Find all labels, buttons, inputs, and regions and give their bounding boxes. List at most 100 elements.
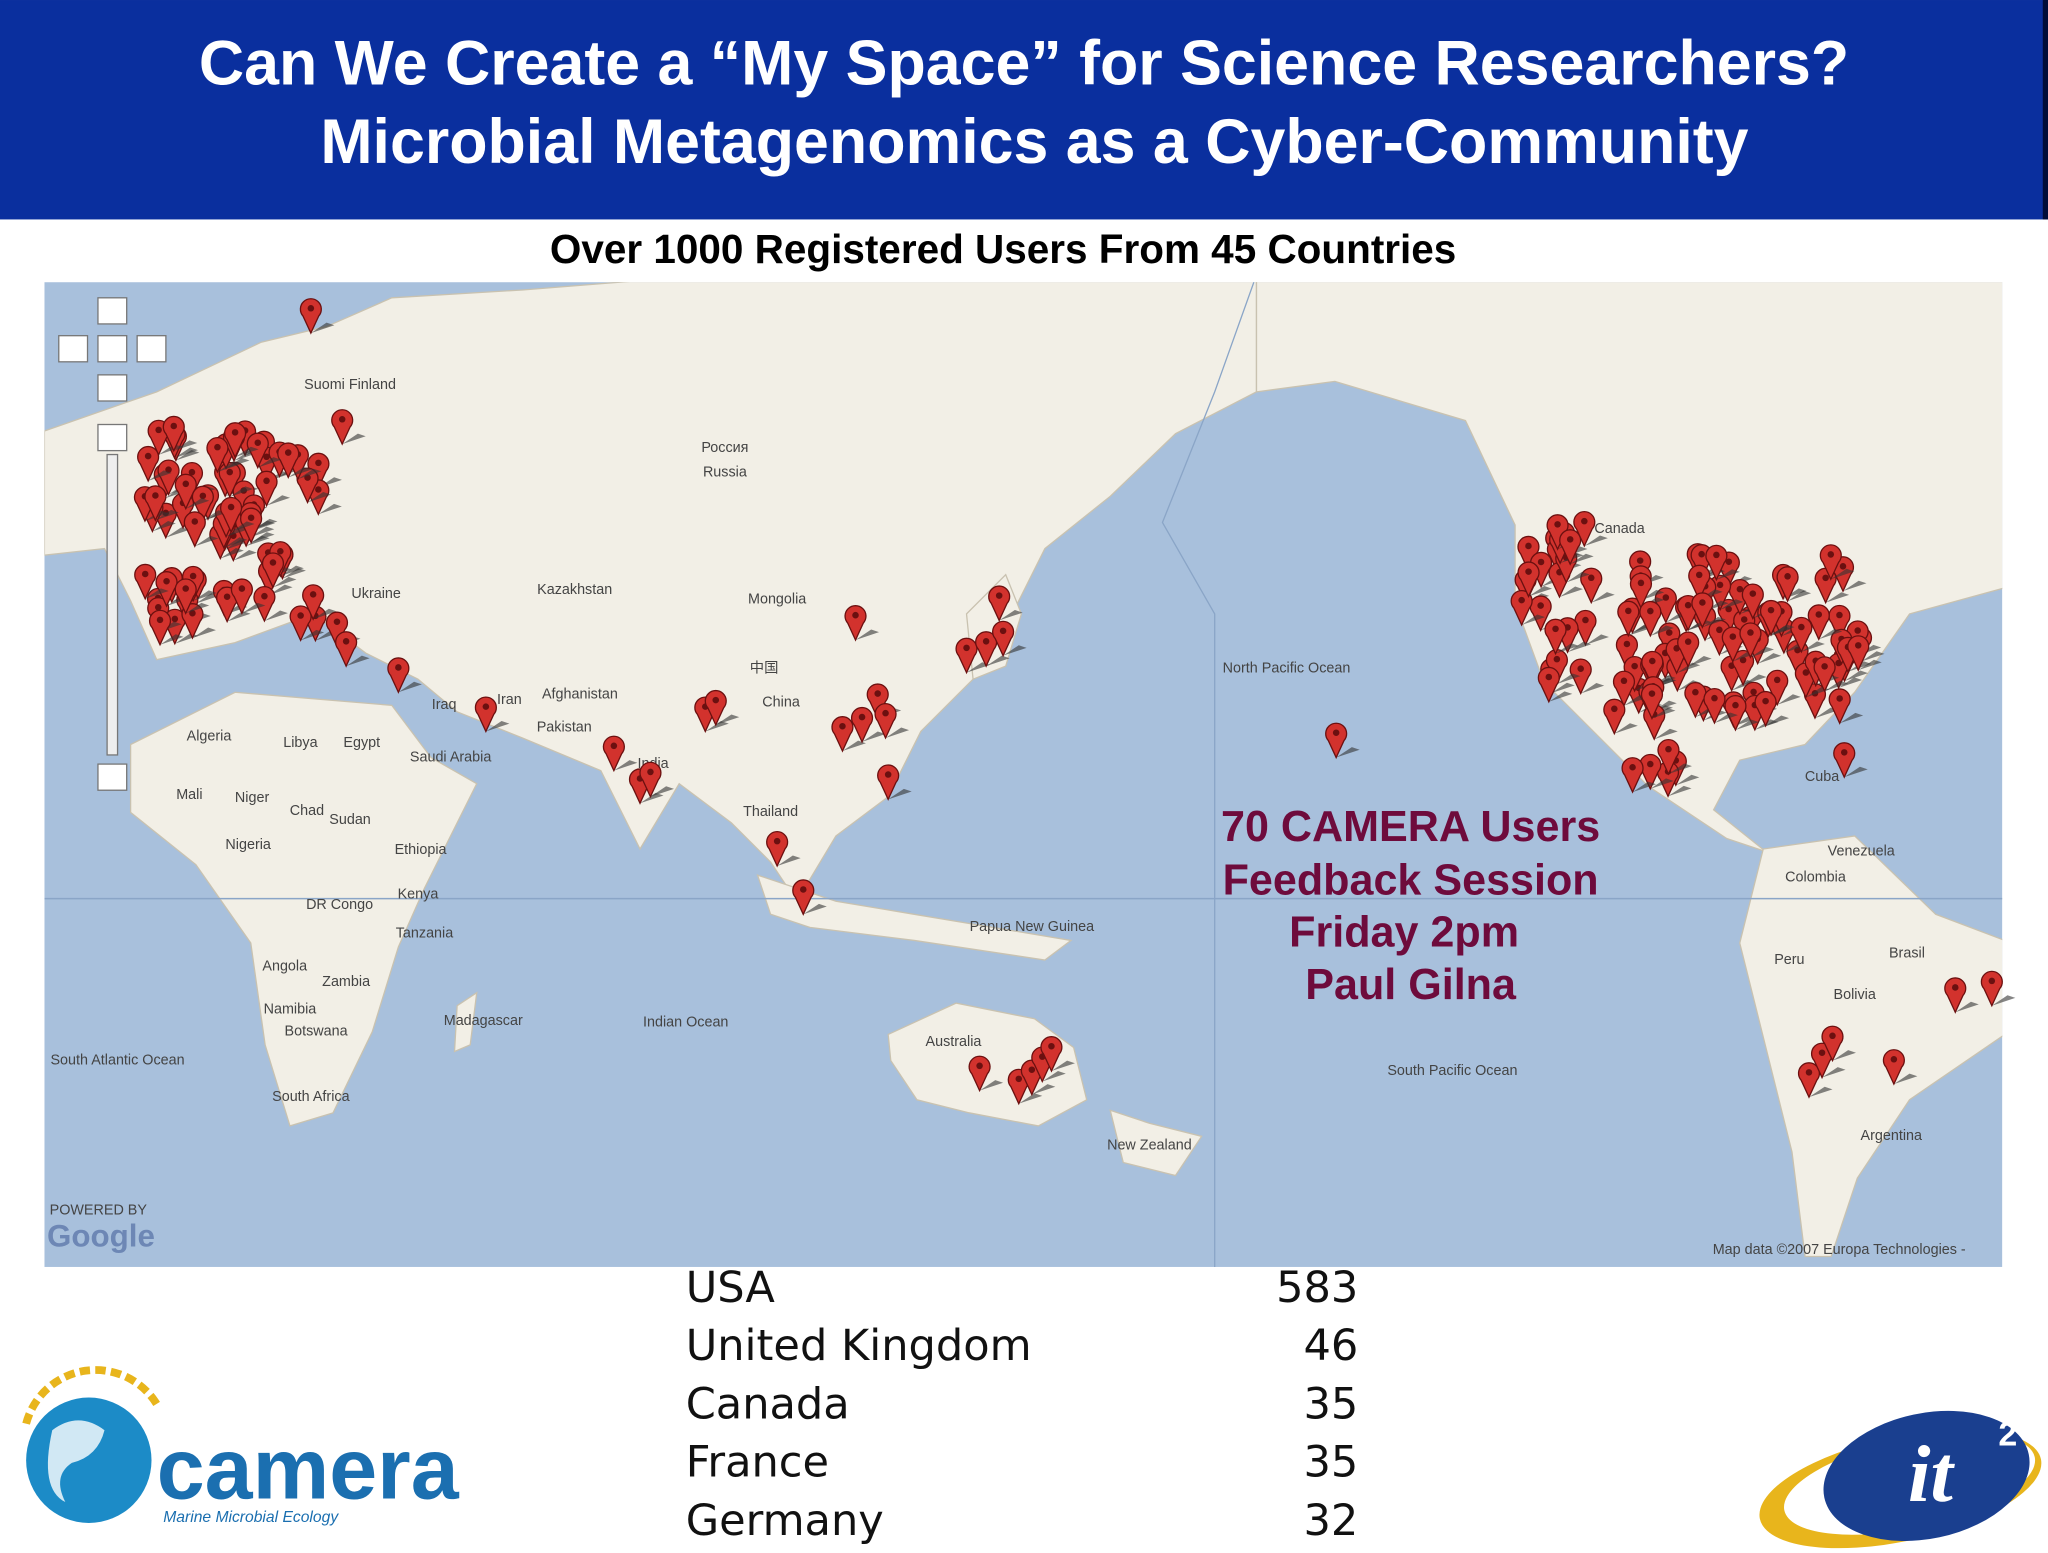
map-pin — [1741, 583, 1764, 620]
pin-shadow — [1555, 643, 1580, 654]
pin-shadow — [1042, 1071, 1066, 1082]
pin-dot — [1762, 697, 1769, 705]
camera-logo: camera Marine Microbial Ecology — [22, 1366, 460, 1526]
pin-shadow — [253, 518, 278, 530]
map-label: Egypt — [343, 735, 380, 751]
map-label: Chad — [290, 803, 324, 819]
pin-shadow — [1808, 1086, 1833, 1098]
pin-shadow — [999, 609, 1023, 621]
map-pin — [206, 436, 229, 474]
map-label: South Atlantic Ocean — [50, 1052, 184, 1068]
pin-shadow — [1844, 766, 1868, 778]
map-pin — [474, 696, 497, 733]
pin-dot — [610, 742, 618, 750]
pin-shadow — [1051, 1060, 1075, 1072]
map-pin — [844, 605, 867, 642]
pin-dot — [1711, 694, 1718, 702]
pin-dot — [1952, 984, 1959, 991]
map-label: Zambia — [322, 974, 370, 990]
pin-dot — [1749, 590, 1757, 597]
pin-shadow — [282, 568, 306, 579]
map-label: Bolivia — [1834, 987, 1876, 1003]
pin-dot — [1716, 626, 1723, 634]
pin-shadow — [1824, 680, 1849, 692]
pin-dot — [1048, 1042, 1055, 1050]
pin-shadow — [705, 720, 729, 732]
map-label: Mongolia — [748, 591, 806, 607]
pin-dot — [156, 616, 164, 624]
pin-shadow — [300, 629, 325, 641]
pin-shadow — [217, 461, 241, 472]
pin-shadow — [485, 720, 510, 732]
country-name: USA — [686, 1263, 776, 1313]
map-pin — [219, 496, 243, 534]
pin-dot — [309, 591, 317, 598]
map-pin — [1580, 567, 1603, 605]
pin-dot — [155, 426, 162, 434]
country-count: 46 — [1304, 1321, 1359, 1371]
pin-dot — [1611, 705, 1618, 713]
pin-shadow — [160, 634, 184, 645]
map-pin — [1546, 514, 1569, 551]
pin-shadow — [1750, 646, 1774, 658]
map-label: Tanzania — [396, 926, 453, 942]
pin-shadow — [269, 584, 293, 596]
map-label: Libya — [283, 735, 317, 751]
map-pin — [181, 603, 204, 640]
pin-shadow — [174, 447, 199, 458]
pin-shadow — [1716, 569, 1740, 580]
map-pin — [218, 461, 241, 499]
map-pin — [1629, 572, 1653, 610]
pin-dot — [882, 709, 889, 717]
pin-dot — [342, 638, 350, 645]
pin-dot — [1713, 551, 1720, 559]
pin-shadow — [185, 498, 210, 509]
map-pin — [1529, 595, 1552, 632]
pin-dot — [1545, 673, 1553, 681]
pin-dot — [712, 696, 720, 704]
map-pin — [325, 611, 349, 649]
map-label: Argentina — [1861, 1128, 1922, 1144]
pin-shadow — [986, 655, 1010, 667]
map-pin — [1828, 604, 1851, 642]
pin-dot — [1784, 573, 1791, 580]
pin-dot — [800, 886, 807, 893]
pin-dot — [182, 585, 189, 592]
map-label: Russia — [703, 465, 747, 481]
pin-shadow — [1668, 785, 1692, 797]
pin-dot — [263, 453, 270, 461]
map-pin — [975, 631, 998, 668]
pin-shadow — [313, 608, 337, 620]
map-pin — [831, 716, 854, 753]
pin-dot — [1518, 596, 1525, 604]
pin-shadow — [862, 731, 886, 742]
pin-shadow — [148, 470, 172, 481]
pin-dot — [1802, 669, 1810, 676]
pin-shadow — [1651, 707, 1676, 719]
pin-dot — [1854, 642, 1862, 649]
pin-dot — [1827, 551, 1835, 558]
map-label: Mali — [176, 787, 202, 803]
map-label: 中国 — [750, 660, 779, 677]
map-label: South Africa — [272, 1089, 349, 1105]
pin-shadow — [1771, 624, 1795, 635]
pin-shadow — [342, 433, 366, 445]
pin-shadow — [842, 740, 866, 752]
pin-shadow — [1668, 763, 1692, 774]
annotation: 70 CAMERA Users Feedback Session Friday … — [1221, 803, 1600, 1009]
pin-shadow — [1688, 656, 1712, 667]
pin-shadow — [1570, 553, 1594, 565]
land — [453, 991, 478, 1053]
zoom-control[interactable] — [58, 297, 167, 791]
map-pin — [1821, 1025, 1844, 1063]
map-pin — [1724, 694, 1747, 732]
map-pin — [183, 511, 206, 548]
map-pin — [1882, 1049, 1905, 1086]
pin-dot — [277, 547, 284, 555]
pin-shadow — [855, 629, 880, 641]
map-pin — [148, 609, 172, 647]
pin-dot — [1525, 542, 1532, 550]
pin-dot — [333, 618, 341, 625]
pin-dot — [189, 572, 197, 580]
pin-dot — [884, 771, 892, 778]
